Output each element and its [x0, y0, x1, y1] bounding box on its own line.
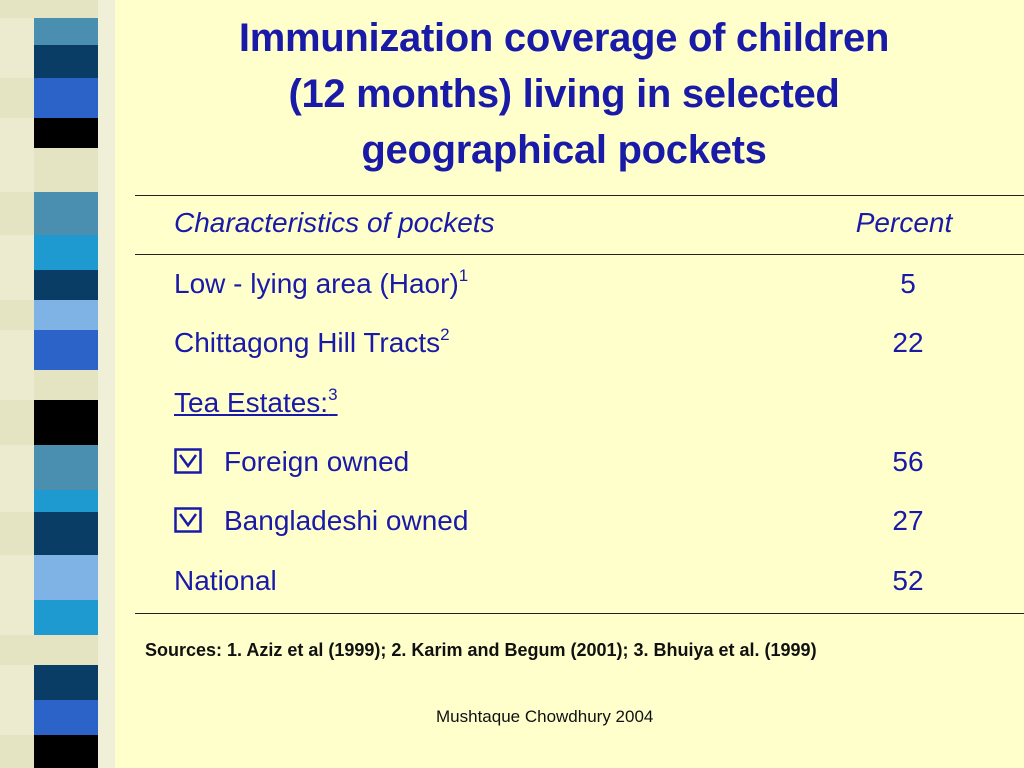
stripe-block: [34, 300, 98, 330]
stripe-block: [34, 490, 98, 512]
stripe-block: [0, 512, 34, 555]
row-label: Bangladeshi owned: [174, 501, 468, 541]
stripe-block: [0, 0, 34, 18]
row-label: Low - lying area (Haor)1: [174, 264, 468, 304]
row-value: 27: [892, 505, 924, 536]
stripe-block: [34, 192, 98, 235]
footnote-marker: 3: [328, 385, 338, 404]
stripe-block: [34, 45, 98, 78]
footnote-marker: 2: [440, 325, 450, 344]
stripe-block: [0, 235, 34, 270]
table-top-rule: [135, 195, 1024, 196]
stripe-block: [0, 735, 34, 768]
stripe-block: [0, 45, 34, 78]
title-line: geographical pockets: [361, 128, 767, 172]
decorative-stripe: [0, 0, 120, 768]
row-label: Chittagong Hill Tracts2: [174, 323, 450, 363]
stripe-block: [34, 600, 98, 635]
stripe-block: [34, 148, 98, 192]
row-label: Tea Estates:3: [174, 383, 338, 423]
footnote-marker: 1: [458, 266, 469, 285]
row-label: National: [174, 561, 277, 601]
sources-note: Sources: 1. Aziz et al (1999); 2. Karim …: [145, 640, 817, 660]
table-header-rule: [135, 254, 1024, 255]
author-credit: Mushtaque Chowdhury 2004: [436, 707, 654, 726]
stripe-block: [0, 148, 34, 192]
stripe-block: [0, 555, 34, 600]
row-label: Foreign owned: [174, 442, 409, 482]
stripe-block: [0, 118, 34, 148]
stripe-block: [34, 665, 98, 700]
stripe-block: [0, 700, 34, 735]
stripe-block: [34, 0, 98, 18]
stripe-block: [34, 445, 98, 490]
stripe-block: [34, 18, 98, 45]
stripe-block: [34, 370, 98, 400]
stripe-block: [34, 735, 98, 768]
stripe-block: [0, 665, 34, 700]
stripe-block: [0, 490, 34, 512]
stripe-block: [0, 635, 34, 665]
stripe-block: [34, 635, 98, 665]
row-label-text: National: [174, 565, 277, 596]
stripe-block: [34, 235, 98, 270]
checkbox-check-icon: [174, 448, 202, 474]
stripe-block: [0, 445, 34, 490]
title-line: Immunization coverage of children: [238, 16, 890, 60]
stripe-block: [34, 555, 98, 600]
table-row: National 52: [174, 561, 974, 601]
stripe-block: [0, 78, 34, 118]
table-header: Characteristics of pockets Percent: [174, 203, 974, 243]
header-percent: Percent: [855, 207, 953, 238]
stripe-block: [0, 600, 34, 635]
stripe-block: [0, 330, 34, 370]
table-row: Low - lying area (Haor)1 5: [174, 264, 974, 304]
row-label-text: Bangladeshi owned: [224, 505, 469, 536]
stripe-block: [0, 192, 34, 235]
stripe-block: [0, 18, 34, 45]
table-row: Chittagong Hill Tracts2 22: [174, 323, 974, 363]
stripe-block: [34, 270, 98, 300]
slide-title: Immunization coverage of children (12 mo…: [160, 10, 968, 178]
row-value: 56: [892, 446, 924, 477]
table-bottom-rule: [135, 613, 1024, 614]
stripe-block: [34, 700, 98, 735]
row-label-text: Foreign owned: [224, 446, 410, 477]
table-row: Tea Estates:3: [174, 383, 974, 423]
stripe-block: [0, 370, 34, 400]
stripe-block: [34, 78, 98, 118]
stripe-block: [34, 330, 98, 370]
row-label-text: Tea Estates:: [174, 387, 329, 418]
table-row: Bangladeshi owned 27: [174, 501, 974, 541]
stripe-block: [0, 400, 34, 445]
stripe-block: [34, 400, 98, 445]
header-characteristics: Characteristics of pockets: [174, 207, 495, 238]
stripe-block: [34, 512, 98, 555]
row-label-text: Low - lying area (Haor): [174, 268, 459, 299]
table-row: Foreign owned 56: [174, 442, 974, 482]
stripe-block: [34, 118, 98, 148]
stripe-block: [0, 270, 34, 300]
row-value: 5: [900, 268, 916, 299]
row-value: 22: [892, 327, 924, 358]
row-value: 52: [892, 565, 924, 596]
stripe-block: [0, 300, 34, 330]
checkbox-check-icon: [174, 507, 202, 533]
row-label-text: Chittagong Hill Tracts: [174, 327, 441, 358]
title-line: (12 months) living in selected: [288, 72, 840, 116]
